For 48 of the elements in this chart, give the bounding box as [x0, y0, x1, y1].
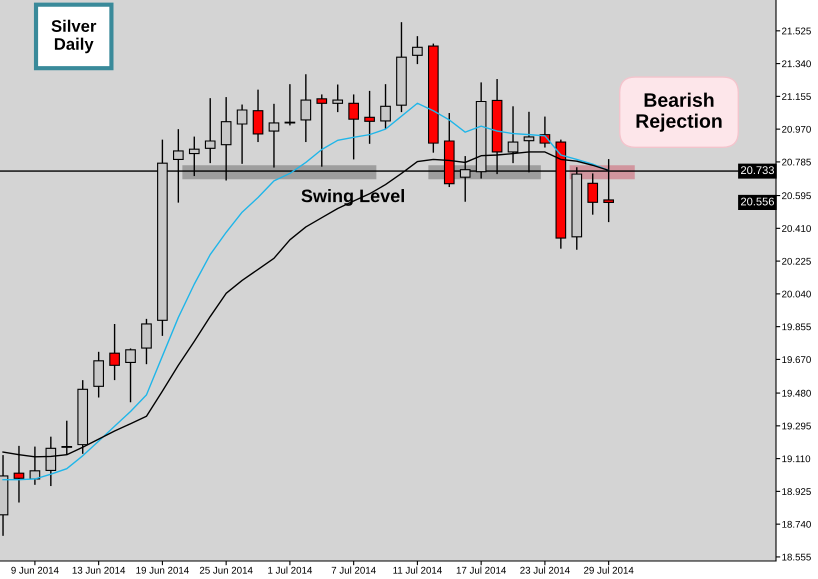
y-tick-label: 19.110	[782, 455, 810, 462]
candlestick	[300, 74, 312, 142]
y-tick-label: 18.740	[782, 520, 811, 528]
candlestick	[316, 94, 328, 167]
candlestick	[412, 36, 423, 64]
y-tick-label: 21.340	[782, 60, 811, 68]
candlestick	[204, 98, 216, 164]
candlestick	[284, 84, 296, 126]
candlestick	[236, 104, 248, 164]
text: 20.556	[741, 198, 774, 206]
y-tick-label: 21.155	[782, 93, 811, 100]
x-tick-label: 25 Jun 2014	[200, 566, 253, 574]
y-tick-label: 20.970	[782, 126, 811, 133]
y-tick-label: 19.480	[782, 390, 811, 397]
x-tick-label: 19 Jun 2014	[136, 566, 189, 574]
candlestick	[125, 348, 136, 402]
candlestick	[61, 420, 72, 455]
y-tick-label: 20.785	[782, 158, 811, 166]
y-tick-label: 18.925	[782, 488, 811, 496]
y-tick-label: 19.670	[782, 356, 811, 364]
y-tick-label: 19.295	[782, 422, 811, 430]
y-tick-label: 21.525	[782, 28, 811, 34]
y-tick-label: 20.595	[782, 192, 811, 200]
x-tick-label: 7 Jul 2014	[332, 566, 376, 574]
candlestick	[268, 104, 280, 168]
x-tick-label: 9 Jun 2014	[11, 566, 59, 574]
y-tick-label: 20.040	[782, 290, 811, 298]
ref-line-label: 20.733	[741, 166, 774, 174]
candlestick	[380, 84, 391, 129]
text: Bearish Rejection	[636, 92, 722, 132]
x-tick-label: 13 Jun 2014	[72, 566, 126, 574]
x-tick-label: 17 Jul 2014	[456, 566, 506, 574]
candlestick	[332, 84, 344, 112]
annotation: Swing Level	[301, 189, 404, 206]
x-tick-label: 29 Jul 2014	[584, 566, 634, 574]
line-series	[2, 102, 610, 480]
text: Silver Daily	[52, 20, 96, 54]
x-tick-label: 23 Jul 2014	[520, 566, 570, 574]
candlestick	[252, 90, 264, 142]
y-tick-label: 20.410	[782, 225, 811, 232]
candlestick	[109, 324, 120, 380]
y-tick-label: 18.555	[782, 554, 811, 561]
y-tick-label: 20.225	[782, 258, 811, 265]
candlestick	[348, 94, 359, 160]
x-tick-label: 1 Jul 2014	[268, 566, 312, 574]
candlestick	[364, 90, 375, 144]
y-tick-label: 19.855	[782, 323, 811, 330]
x-tick-label: 11 Jul 2014	[393, 566, 442, 574]
